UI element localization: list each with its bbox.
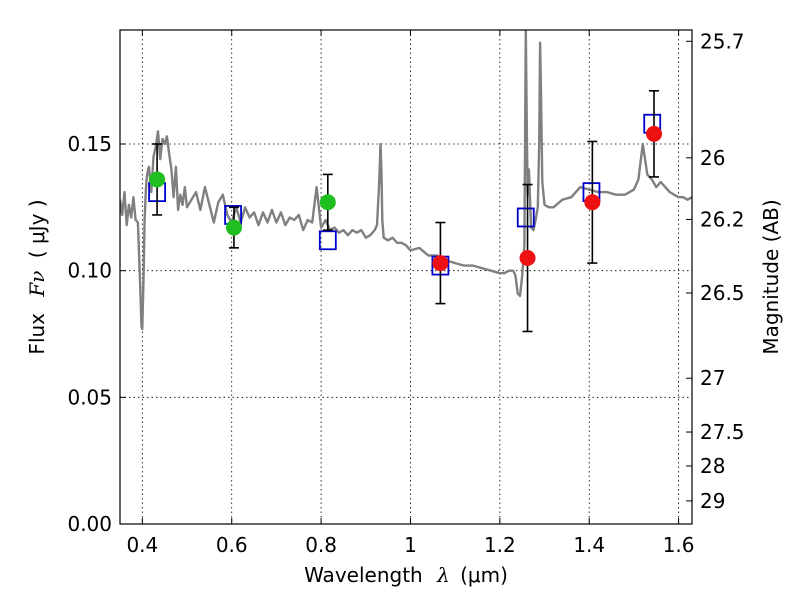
x-tick-label: 1.4 (573, 533, 605, 557)
plot-frame (119, 29, 693, 525)
right-tick-label: 28 (700, 454, 725, 478)
photometry-layer (148, 90, 663, 333)
x-tick-label: 0.4 (126, 533, 158, 557)
axis-ticks: 0.4 0.6 0.8 1 1.2 1.4 1.6 0.00 0.05 0.10 0.15 25.7 2… (67, 29, 744, 557)
y-axis-label-text: Flux (25, 313, 49, 355)
y-tick-label: 0.15 (67, 132, 112, 156)
red-data-point (646, 125, 663, 142)
green-data-point (149, 171, 166, 188)
y-axis-label: Flux Fν ( μJy ) (25, 199, 49, 354)
x-axis-label-unit: (μm) (460, 563, 508, 587)
right-tick-label: 26 (700, 146, 725, 170)
right-tick-label: 27.5 (700, 420, 745, 444)
right-tick-label: 29 (700, 489, 725, 513)
x-axis-label-symbol: λ (436, 563, 450, 587)
right-tick-label: 27 (700, 366, 725, 390)
x-tick-label: 1.2 (484, 533, 516, 557)
green-data-point (225, 219, 242, 236)
spectrum-layer (120, 30, 692, 331)
right-tick-label: 26.5 (700, 281, 745, 305)
x-tick-label: 1 (404, 533, 417, 557)
y-tick-label: 0.10 (67, 259, 112, 283)
y-axis-label-symbol: Fν (25, 271, 49, 298)
right-tick-label: 25.7 (700, 29, 745, 53)
grid-lines (120, 30, 692, 524)
x-axis-label: Wavelength λ (μm) (304, 563, 508, 587)
model-square (516, 207, 535, 228)
red-data-point (584, 194, 601, 211)
x-axis-label-text: Wavelength (304, 563, 423, 587)
spectrum-line (120, 30, 692, 331)
y-tick-label: 0.05 (67, 385, 112, 409)
x-tick-label: 0.8 (305, 533, 337, 557)
red-data-point (519, 250, 536, 266)
y-axis-label-unit: ( μJy ) (25, 199, 49, 258)
green-data-point (319, 194, 336, 211)
red-data-point (432, 255, 449, 272)
model-square (318, 230, 337, 251)
right-axis-label: Magnitude (AB) (759, 199, 783, 354)
y-tick-label: 0.00 (67, 512, 112, 536)
x-tick-label: 1.6 (663, 533, 695, 557)
right-tick-label: 26.2 (700, 207, 745, 231)
x-tick-label: 0.6 (216, 533, 248, 557)
